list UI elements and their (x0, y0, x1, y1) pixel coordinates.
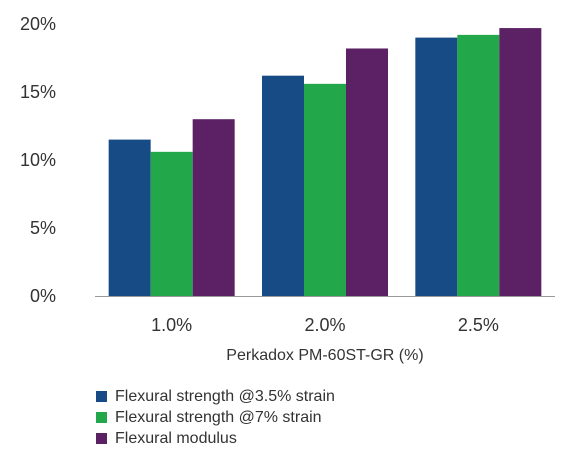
x-tick-label: 1.0% (151, 315, 192, 335)
x-axis-title: Perkadox PM-60ST-GR (%) (226, 347, 423, 364)
bars (108, 28, 542, 297)
legend-swatch (96, 412, 107, 423)
bar (150, 151, 193, 296)
x-axis-ticks: 1.0% 2.0% 2.5% (151, 315, 499, 335)
y-tick-label: 20% (20, 14, 56, 34)
legend: Flexural strength @3.5% strain Flexural … (96, 386, 335, 449)
legend-item-flexural-strength-3-5: Flexural strength @3.5% strain (96, 386, 335, 407)
legend-label: Flexural strength @7% strain (115, 408, 322, 426)
x-tick-label: 2.0% (304, 315, 345, 335)
bar (262, 75, 304, 297)
legend-item-flexural-modulus: Flexural modulus (96, 428, 335, 449)
bar-chart: 0% 5% 10% 15% 20% 1.0% 2.0% 2.5% Perkadox PM-6… (20, 14, 555, 364)
y-tick-label: 5% (30, 218, 56, 238)
bar (192, 119, 235, 296)
y-axis-ticks: 0% 5% 10% 15% 20% (20, 14, 56, 306)
bar (457, 34, 500, 296)
x-tick-label: 2.5% (458, 315, 499, 335)
y-tick-label: 10% (20, 150, 56, 170)
legend-swatch (96, 391, 107, 402)
bar (304, 83, 346, 296)
bar (499, 28, 542, 297)
legend-swatch (96, 433, 107, 444)
legend-item-flexural-strength-7: Flexural strength @7% strain (96, 407, 335, 428)
legend-label: Flexural modulus (115, 429, 237, 447)
bar (108, 139, 151, 296)
y-tick-label: 0% (30, 286, 56, 306)
bar (415, 37, 458, 296)
legend-label: Flexural strength @3.5% strain (115, 387, 335, 405)
y-tick-label: 15% (20, 82, 56, 102)
bar (346, 48, 388, 297)
